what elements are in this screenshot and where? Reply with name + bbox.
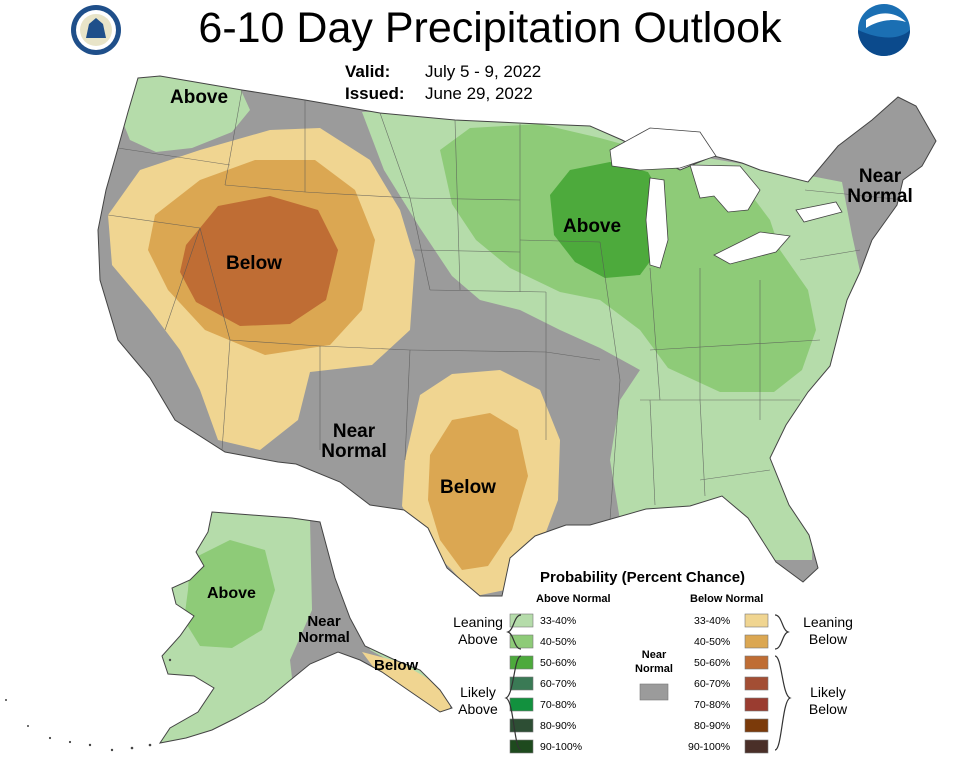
legend-braces (504, 614, 792, 751)
commerce-seal-logo (71, 5, 121, 55)
map-label-ak-above: Above (207, 585, 256, 602)
legend-leaning-below: Leaning Below (795, 614, 861, 648)
legend-below-pct-5: 70-80% (694, 699, 731, 711)
page-title: 6-10 Day Precipitation Outlook (198, 4, 782, 52)
legend-below-pct-1: 33-40% (694, 615, 731, 627)
issued-row: Issued: June 29, 2022 (345, 84, 533, 104)
legend-below-pct-2: 40-50% (694, 636, 731, 648)
map-label-sw-near: Near (332, 421, 376, 442)
map-label-ak-near-normal: Near Normal (292, 614, 356, 646)
legend-title: Probability (Percent Chance) (540, 569, 746, 586)
map-label-mw-above: Above (563, 216, 622, 237)
valid-date: July 5 - 9, 2022 (425, 62, 542, 81)
legend-leaning-above-l2: Above (458, 630, 498, 647)
aleutian-islands (5, 658, 172, 752)
legend-likely-below: Likely Below (795, 684, 861, 718)
legend-above-header: Above Normal (536, 593, 611, 605)
map-label-nw-above: Above (170, 87, 229, 108)
map-label-tx-below: Below (440, 477, 496, 498)
legend-leaning-above-l1: Leaning (453, 614, 503, 630)
legend-above-pct-4: 60-70% (540, 678, 577, 690)
map-label-ne-near: Near (858, 166, 902, 187)
legend-near-normal-l1: Near (641, 649, 667, 661)
legend-swatches (509, 613, 769, 754)
legend-above-pct-6: 80-90% (540, 720, 577, 732)
conus-outline (97, 75, 937, 597)
map-label-sw-normal: Normal (321, 440, 387, 462)
valid-label: Valid: (345, 62, 391, 81)
map-label-ak-below: Below (374, 657, 419, 674)
map-label-sw-near-normal: Near Normal (314, 422, 394, 462)
legend-below-header: Below Normal (690, 593, 764, 605)
legend-below-pct-7: 90-100% (688, 741, 731, 753)
map-label-ne-near-normal: Near Normal (840, 167, 920, 207)
issued-date: June 29, 2022 (425, 84, 533, 103)
legend-likely-above: Likely Above (446, 684, 510, 718)
legend-likely-below-l1: Likely (810, 684, 846, 700)
valid-row: Valid: July 5 - 9, 2022 (345, 62, 541, 82)
legend-likely-above-l1: Likely (460, 684, 496, 700)
map-label-west-below: Below (226, 253, 282, 274)
legend-leaning-above: Leaning Above (446, 614, 510, 648)
legend-leaning-below-l1: Leaning (803, 614, 853, 630)
state-borders (107, 89, 906, 521)
map-label-ne-normal: Normal (847, 185, 913, 207)
map-label-ak-normal: Normal (298, 628, 350, 646)
legend-below-pct-3: 50-60% (694, 657, 731, 669)
legend-above-pct-1: 33-40% (540, 615, 577, 627)
issued-label: Issued: (345, 84, 405, 103)
legend-near-normal-l2: Normal (635, 663, 673, 676)
legend-below-pct-4: 60-70% (694, 678, 731, 690)
legend-below-pct-6: 80-90% (694, 720, 731, 732)
legend-likely-above-l2: Above (458, 700, 498, 717)
legend-above-pct-5: 70-80% (540, 699, 577, 711)
noaa-logo (858, 4, 910, 56)
map-label-ak-near: Near (307, 613, 341, 630)
alaska-outline (158, 511, 453, 744)
legend-above-pct-3: 50-60% (540, 657, 577, 669)
legend-likely-below-l2: Below (808, 700, 848, 717)
great-lakes (609, 127, 843, 269)
legend-leaning-below-l2: Below (808, 630, 848, 647)
legend-above-pct-2: 40-50% (540, 636, 577, 648)
legend-near-normal: Near Normal (628, 648, 680, 677)
legend-above-pct-7: 90-100% (540, 741, 583, 753)
